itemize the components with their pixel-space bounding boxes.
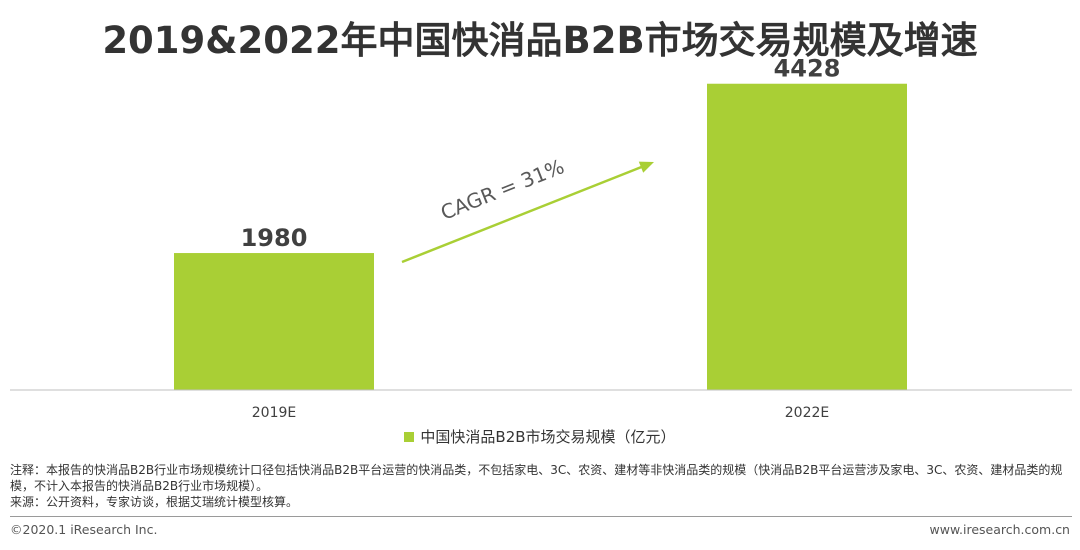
cagr-arrow-line <box>401 164 647 264</box>
legend-swatch <box>404 431 415 442</box>
data-label-2019E: 1980 <box>241 224 308 252</box>
bar-2022E <box>707 83 907 390</box>
bar-2019E <box>174 253 374 390</box>
cagr-arrow-head <box>638 161 654 173</box>
note-text: 注释：本报告的快消品B2B行业市场规模统计口径包括快消品B2B平台运营的快消品类… <box>10 463 1063 493</box>
website-link[interactable]: www.iresearch.com.cn <box>929 522 1071 537</box>
legend-label: 中国快消品B2B市场交易规模（亿元） <box>420 428 676 446</box>
legend: 中国快消品B2B市场交易规模（亿元） <box>0 426 1080 447</box>
cagr-label: CAGR = 31% <box>437 154 567 224</box>
data-labels-group: 1980 4428 <box>241 55 841 252</box>
cagr-annotation: CAGR = 31% <box>401 154 654 264</box>
footer-divider <box>10 516 1072 517</box>
x-tick-labels-group: 2019E 2022E <box>252 405 829 421</box>
chart-title: 2019&2022年中国快消品B2B市场交易规模及增速 <box>102 19 978 62</box>
data-label-2022E: 4428 <box>774 55 841 83</box>
footnotes: 注释：本报告的快消品B2B行业市场规模统计口径包括快消品B2B平台运营的快消品类… <box>10 462 1072 510</box>
bar-chart: 1980 4428 2019E 2022E CAGR = 31% <box>10 55 1072 421</box>
copyright-text: ©2020.1 iResearch Inc. <box>10 522 158 537</box>
bars-group <box>174 83 907 390</box>
x-tick-label-2022E: 2022E <box>785 405 829 421</box>
x-tick-label-2019E: 2019E <box>252 405 296 421</box>
source-text: 来源：公开资料，专家访谈，根据艾瑞统计模型核算。 <box>10 495 299 509</box>
